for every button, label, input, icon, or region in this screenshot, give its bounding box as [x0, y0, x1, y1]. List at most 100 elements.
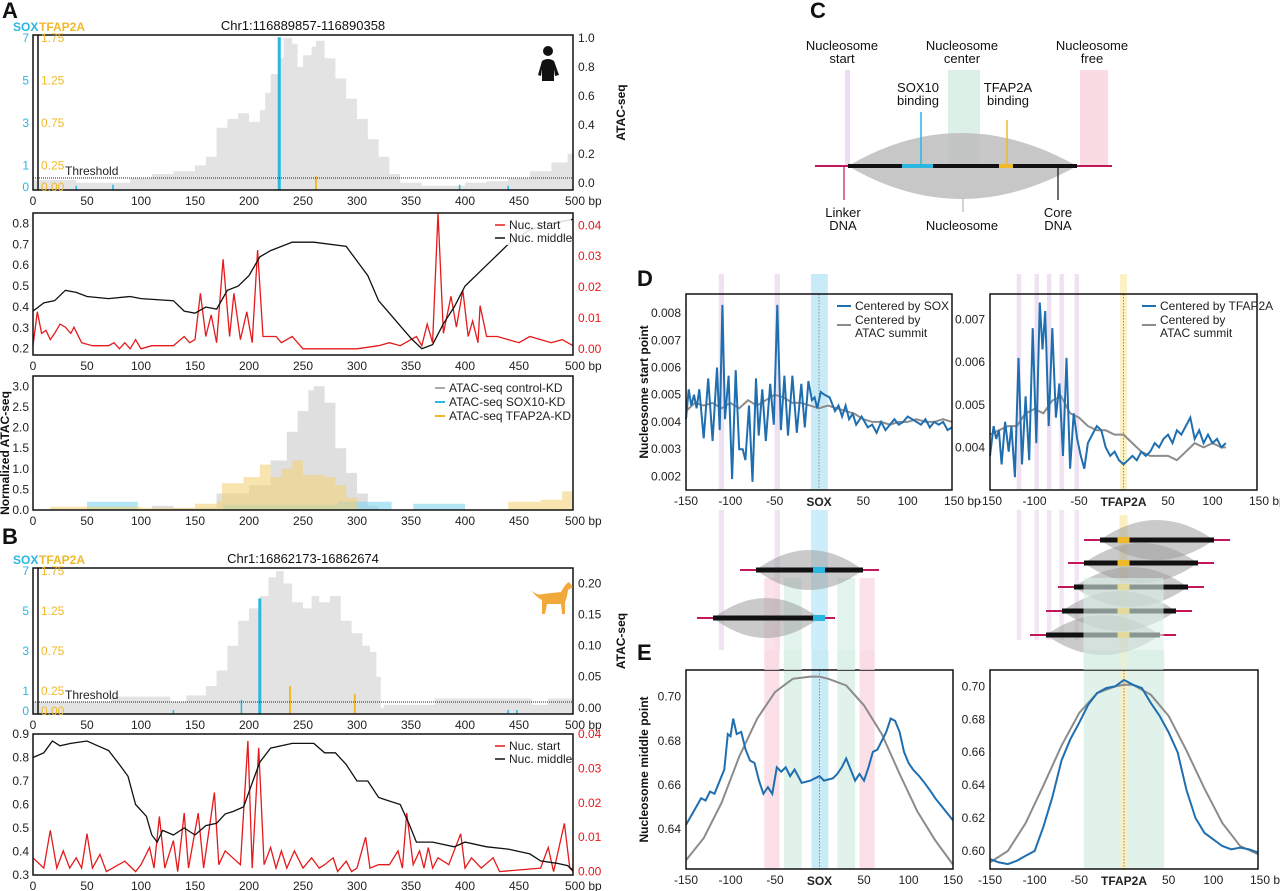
x-tick-label: 150 bp: [1250, 873, 1280, 887]
left-axis-tick: 0.006: [955, 355, 985, 369]
x-tick-label: 200: [239, 194, 259, 208]
legend-label: Centered by ATAC summit: [1160, 313, 1233, 340]
threshold-label: Threshold: [65, 688, 118, 702]
x-tick-label: 50: [80, 879, 94, 891]
x-tick-label: 50: [857, 494, 871, 508]
x-tick-label: 250: [293, 514, 313, 528]
sox-axis-tick: 3: [22, 116, 29, 130]
x-tick-label: -150: [978, 873, 1002, 887]
nuc-start-line: [32, 740, 574, 873]
right-axis-title: ATAC-seq: [614, 84, 628, 140]
tf-centered-line: [989, 302, 1227, 478]
left-axis-tick: 0.60: [962, 844, 986, 858]
x-tick-label: 50: [80, 194, 94, 208]
legend-label: Nuc. start: [509, 218, 561, 232]
binding-site: [1117, 560, 1130, 566]
plot-frame: [685, 669, 954, 870]
right-axis-tick: 0.15: [578, 608, 602, 622]
x-tick-label: 200: [239, 359, 259, 373]
legend-box: [491, 736, 571, 766]
left-axis-tick: 0.004: [955, 440, 985, 454]
x-tick-label: 450: [509, 194, 529, 208]
x-tick-label: 0: [30, 879, 37, 891]
panel-letter-a: A: [2, 0, 18, 23]
bridge-band: [1083, 578, 1164, 670]
x-tick-label: 50: [857, 873, 871, 887]
x-tick-label: -100: [718, 873, 742, 887]
x-tick-label: 0: [30, 514, 37, 528]
label-sox10-binding: SOX10 binding: [897, 80, 939, 108]
highlight-band-start: [774, 274, 780, 490]
legend-box: [1138, 297, 1256, 341]
plot-frame: [685, 293, 953, 491]
sox-axis-label: SOX: [13, 20, 38, 34]
tf-centered-line: [685, 304, 953, 482]
left-axis-tick: 0.62: [962, 811, 986, 825]
x-center-label: TFAP2A: [1101, 874, 1147, 888]
left-axis-tick: 0.4: [12, 845, 29, 859]
legend-label: Centered by ATAC summit: [855, 313, 928, 340]
tf-centered-line: [989, 678, 1259, 866]
left-axis-tick: 2.5: [12, 400, 29, 414]
label-nucleosome-center: Nucleosome center: [926, 38, 998, 66]
x-tick-label: 400: [455, 879, 475, 891]
human-icon: [538, 46, 559, 81]
right-axis-tick: 0.00: [578, 701, 602, 715]
x-tick-label: 50: [80, 359, 94, 373]
left-axis-tick: 0.3: [12, 321, 29, 335]
x-tick-label: 300: [347, 879, 367, 891]
left-axis-tick: 0.5: [12, 279, 29, 293]
sox-axis-tick: 3: [22, 644, 29, 658]
x-tick-label: 100: [1203, 873, 1223, 887]
legend-label: Nuc. middle: [509, 752, 573, 766]
bridge-band: [859, 578, 875, 670]
x-tick-label: 500 bp: [565, 194, 602, 208]
right-axis-tick: 0.00: [578, 342, 602, 356]
plot-frame: [32, 567, 574, 715]
tfap2a-axis-tick: 0.00: [41, 704, 65, 718]
x-tick-label: 150 bp: [944, 494, 981, 508]
tfap2a-axis-tick: 1.75: [41, 564, 65, 578]
tfap2a-axis-tick: 1.25: [41, 604, 65, 618]
x-tick-label: 0: [30, 718, 37, 732]
x-tick-label: 200: [239, 718, 259, 732]
right-axis-tick: 0.04: [578, 218, 602, 232]
bridge-band: [1016, 510, 1022, 640]
left-axis-tick: 0.7: [12, 774, 29, 788]
band-nucleosome-free: [1080, 70, 1108, 167]
x-tick-label: 50: [1162, 873, 1176, 887]
x-tick-label: -100: [1022, 494, 1046, 508]
x-tick-label: 100: [898, 494, 918, 508]
left-axis-tick: 0.66: [962, 745, 986, 759]
left-axis-tick: 0.8: [12, 216, 29, 230]
left-axis-tick: 0.0: [12, 503, 29, 517]
atac-centered-line: [989, 683, 1259, 864]
x-tick-label: 50: [1161, 494, 1175, 508]
left-axis-tick: 0.002: [651, 469, 681, 483]
x-tick-label: 0: [30, 359, 37, 373]
x-tick-label: -50: [766, 494, 784, 508]
x-tick-label: 400: [455, 194, 475, 208]
profile-plot-e1: 0.64 0.66 0.68 0.70 Nucleosome middle point -…: [637, 650, 963, 888]
legend-label: ATAC-seq control-KD: [449, 381, 563, 395]
x-tick-label: 50: [80, 718, 94, 732]
left-axis-tick: 0.2: [12, 342, 29, 356]
right-axis-tick: 0.03: [578, 761, 602, 775]
legend-box: [833, 297, 951, 341]
left-axis-tick: 0.5: [12, 482, 29, 496]
x-tick-label: -50: [1071, 873, 1089, 887]
x-tick-label: 350: [401, 879, 421, 891]
plot-frame: [32, 212, 574, 356]
nucleosome-arrangement-diagram: [697, 510, 1230, 670]
highlight-band-start: [1074, 274, 1079, 490]
highlight-band-start: [1046, 274, 1052, 490]
x-tick-label: 100: [1202, 494, 1222, 508]
legend-label: ATAC-seq SOX10-KD: [449, 395, 566, 409]
right-axis-tick: 0.03: [578, 249, 602, 263]
right-axis-tick: 0.6: [578, 89, 595, 103]
atac-area: [33, 571, 573, 714]
